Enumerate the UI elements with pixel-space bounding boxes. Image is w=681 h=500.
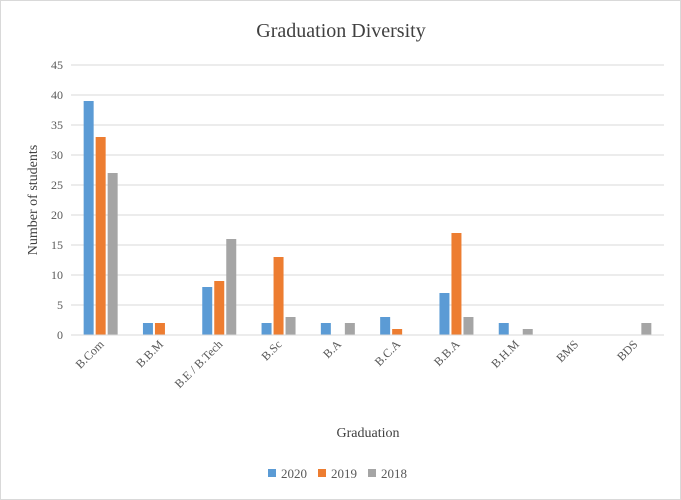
x-tick-label: B.E / B.Tech xyxy=(172,337,226,391)
y-tick-label: 45 xyxy=(51,58,63,72)
bar xyxy=(273,257,284,335)
x-tick-label: B.Sc xyxy=(258,337,284,363)
bar xyxy=(451,233,462,335)
y-tick-label: 25 xyxy=(51,178,63,192)
legend-swatch xyxy=(268,469,276,477)
bar xyxy=(95,137,106,335)
legend-label: 2019 xyxy=(331,466,357,481)
y-tick-label: 15 xyxy=(51,238,63,252)
y-tick-label: 35 xyxy=(51,118,63,132)
y-tick-label: 40 xyxy=(51,88,63,102)
bar xyxy=(261,323,272,335)
bar xyxy=(380,317,391,335)
bar xyxy=(522,329,533,335)
y-tick-label: 10 xyxy=(51,268,63,282)
x-tick-label: B.A xyxy=(320,337,344,361)
bar xyxy=(202,287,213,335)
x-axis-ticks: B.Com B.B.M B.E / B.Tech B.Sc B.A B.C.A B.B.A B… xyxy=(73,337,641,391)
legend: 2020 2019 2018 xyxy=(268,466,407,481)
y-tick-label: 20 xyxy=(51,208,63,222)
bar xyxy=(226,239,237,335)
legend-label: 2018 xyxy=(381,466,407,481)
bar xyxy=(142,323,153,335)
y-tick-label: 30 xyxy=(51,148,63,162)
x-tick-label: B.B.A xyxy=(431,337,463,369)
x-tick-label: BDS xyxy=(614,337,640,363)
chart-title: Graduation Diversity xyxy=(256,20,425,42)
bar xyxy=(498,323,509,335)
y-tick-label: 0 xyxy=(57,328,63,342)
x-axis-title: Graduation xyxy=(337,426,400,441)
x-tick-label: B.B.M xyxy=(133,337,166,370)
legend-swatch xyxy=(368,469,376,477)
bars xyxy=(83,101,652,335)
bar xyxy=(285,317,296,335)
legend-swatch xyxy=(318,469,326,477)
bar xyxy=(641,323,652,335)
legend-label: 2020 xyxy=(281,466,307,481)
bar xyxy=(463,317,474,335)
y-axis-ticks: 0 5 10 15 20 25 30 35 40 45 xyxy=(51,58,63,342)
x-tick-label: B.C.A xyxy=(372,337,404,369)
bar xyxy=(154,323,165,335)
bar xyxy=(107,173,118,335)
bar xyxy=(392,329,403,335)
x-tick-label: B.H.M xyxy=(488,337,522,371)
bar xyxy=(214,281,225,335)
bar xyxy=(83,101,94,335)
x-tick-label: BMS xyxy=(553,337,581,365)
gridlines xyxy=(71,64,664,306)
bar xyxy=(320,323,331,335)
bar xyxy=(439,293,450,335)
x-tick-label: B.Com xyxy=(73,337,108,372)
y-tick-label: 5 xyxy=(57,298,63,312)
bar xyxy=(344,323,355,335)
y-axis-title: Number of students xyxy=(26,145,41,255)
